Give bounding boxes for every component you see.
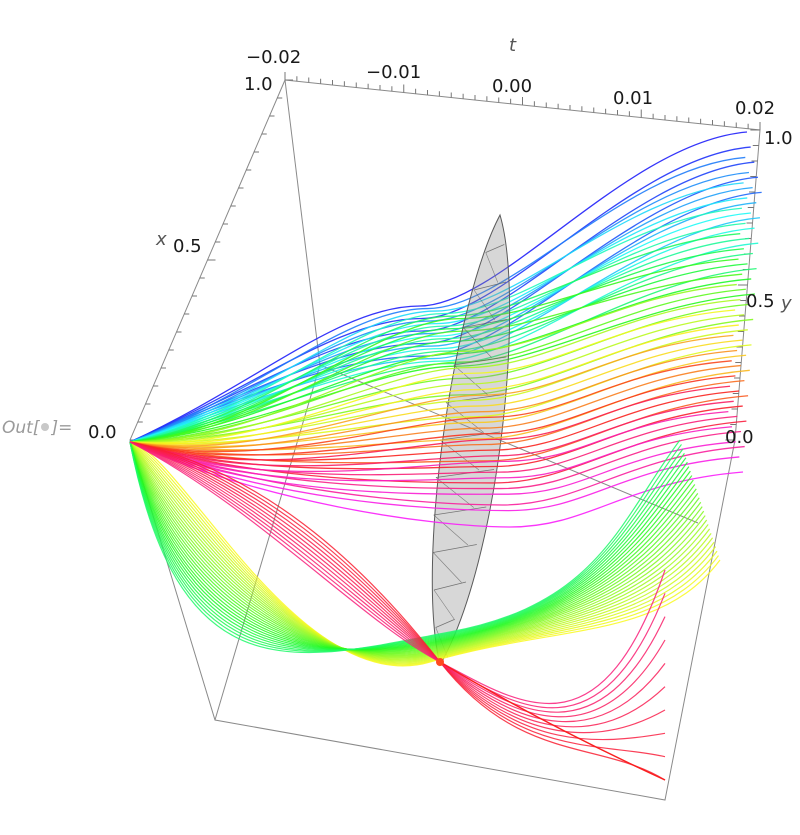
mesh-line — [485, 252, 499, 283]
trajectory-curve — [129, 298, 741, 443]
trajectory-curve — [129, 441, 687, 651]
mesh-line — [439, 439, 480, 471]
t-tick-label: 0.02 — [735, 98, 775, 119]
trajectory-curve — [129, 263, 748, 443]
trajectory-curve — [129, 273, 743, 443]
x-tick-label: 1.0 — [244, 74, 273, 95]
trajectory-curve — [129, 283, 737, 443]
trajectory-curve — [129, 441, 690, 650]
x-tick-label: 0.5 — [173, 236, 202, 257]
box-edge-back-left — [214, 364, 321, 721]
mesh-line — [473, 289, 496, 321]
trajectory-curve — [129, 293, 755, 443]
mesh-line — [433, 581, 467, 591]
trajectory-curve — [129, 441, 711, 660]
t-tick-label: −0.01 — [366, 62, 421, 83]
cusp-point — [436, 658, 444, 666]
trajectory-curve — [129, 309, 736, 444]
trajectory-curve — [129, 441, 666, 709]
trajectory-curve — [129, 182, 744, 443]
trajectory-curve — [129, 131, 748, 443]
trajectory-curve — [129, 426, 733, 482]
trajectory-curve — [439, 661, 666, 781]
trajectory-curve — [129, 191, 762, 443]
trajectory-curve — [129, 441, 682, 653]
trajectory-curve — [129, 248, 744, 443]
trajectory-curve — [129, 360, 732, 453]
mesh-line — [453, 356, 507, 366]
out-label-prefix: Out[ — [2, 418, 40, 438]
mesh-line — [433, 544, 477, 553]
mesh-line — [433, 506, 487, 516]
trajectory-curve — [129, 441, 715, 663]
y-tick-label: 1.0 — [764, 128, 793, 149]
mesh-line — [485, 244, 505, 253]
mesh-line — [463, 319, 507, 328]
trajectory-curve — [129, 349, 738, 449]
trajectory-curve — [129, 441, 736, 495]
trajectory-curve — [129, 441, 666, 758]
t-tick-label: 0.00 — [492, 76, 532, 97]
t-tick-label: 0.01 — [613, 88, 653, 109]
t-axis-label: t — [509, 35, 517, 56]
trajectory-curve — [129, 439, 681, 654]
trajectory-curve — [129, 334, 734, 447]
trajectory-curve — [129, 411, 729, 473]
trajectory-curve — [129, 385, 731, 461]
trajectory-curve — [129, 441, 712, 661]
trajectory-curve — [129, 441, 709, 659]
trajectory-curve — [129, 146, 751, 443]
trajectory-curve — [129, 441, 718, 665]
y-tick-label: 0.5 — [746, 291, 775, 312]
y-axis-label: y — [780, 293, 792, 314]
mesh-line — [433, 514, 469, 546]
output-cell-label: Out[ ]= — [2, 418, 72, 438]
trajectory-curve — [129, 441, 740, 512]
trajectory-curve — [129, 441, 717, 664]
trajectory-curve — [129, 278, 752, 443]
out-label-suffix: ]= — [51, 418, 73, 438]
trajectory-curve — [129, 171, 750, 443]
trajectory-curve — [129, 207, 742, 443]
trajectory-curve — [129, 212, 751, 443]
mesh-line — [473, 281, 507, 291]
trajectory-curve — [129, 441, 714, 662]
trajectory-curve — [129, 441, 685, 651]
y-tick-label: 0.0 — [725, 427, 754, 448]
mesh-line — [462, 327, 492, 358]
trajectory-curve — [129, 197, 748, 443]
x-tick-label: 0.0 — [88, 422, 117, 443]
trajectory-curve — [129, 156, 746, 443]
cell-dot-icon — [41, 423, 50, 431]
box-edge-back — [284, 79, 321, 366]
trajectory-curve — [129, 186, 753, 443]
mesh-line — [432, 552, 462, 583]
x-axis-label: x — [155, 229, 167, 250]
trajectory-curve — [129, 324, 739, 445]
trajectory-curve — [129, 375, 736, 456]
trajectory-curve — [129, 441, 684, 652]
trajectory-curve — [129, 258, 739, 443]
mesh-line — [435, 469, 495, 478]
trajectory-curve — [129, 318, 754, 443]
curve-bundle-front — [129, 283, 752, 781]
tick-marks — [130, 72, 761, 441]
trajectory-curve — [129, 222, 746, 443]
trajectory-curve — [129, 202, 757, 443]
trajectory-curve — [129, 237, 750, 443]
trajectory-curve — [129, 233, 741, 443]
mesh-line — [433, 589, 456, 621]
trajectory-curve — [129, 441, 703, 655]
trajectory-curve — [129, 400, 734, 467]
mesh-line — [435, 619, 455, 628]
trajectory-curve — [129, 441, 705, 656]
t-tick-label: −0.02 — [246, 47, 301, 68]
